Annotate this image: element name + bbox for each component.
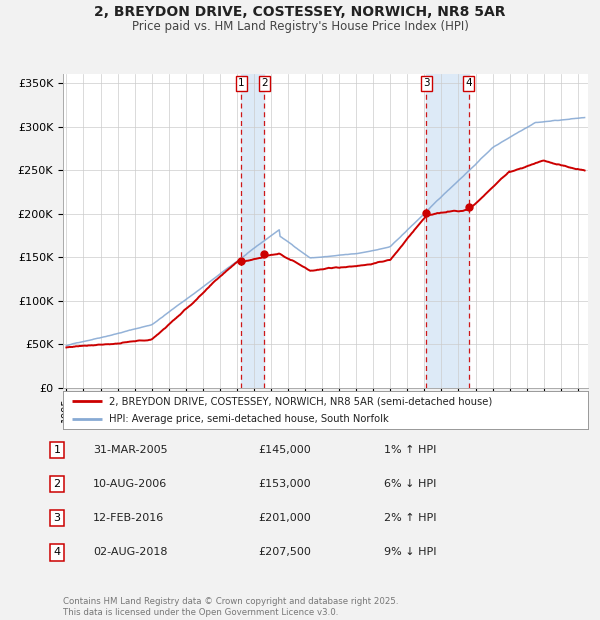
Text: 2% ↑ HPI: 2% ↑ HPI (384, 513, 437, 523)
Text: 2: 2 (261, 79, 268, 89)
Text: £153,000: £153,000 (258, 479, 311, 489)
Text: Price paid vs. HM Land Registry's House Price Index (HPI): Price paid vs. HM Land Registry's House … (131, 20, 469, 33)
Text: 4: 4 (465, 79, 472, 89)
Text: 12-FEB-2016: 12-FEB-2016 (93, 513, 164, 523)
Text: 2: 2 (53, 479, 61, 489)
Text: £201,000: £201,000 (258, 513, 311, 523)
Text: 2, BREYDON DRIVE, COSTESSEY, NORWICH, NR8 5AR (semi-detached house): 2, BREYDON DRIVE, COSTESSEY, NORWICH, NR… (109, 396, 493, 406)
Text: 2, BREYDON DRIVE, COSTESSEY, NORWICH, NR8 5AR: 2, BREYDON DRIVE, COSTESSEY, NORWICH, NR… (94, 5, 506, 19)
Text: HPI: Average price, semi-detached house, South Norfolk: HPI: Average price, semi-detached house,… (109, 414, 389, 424)
Text: 02-AUG-2018: 02-AUG-2018 (93, 547, 167, 557)
Bar (427, 74, 469, 388)
Text: 9% ↓ HPI: 9% ↓ HPI (384, 547, 437, 557)
Text: 3: 3 (423, 79, 430, 89)
Text: 3: 3 (53, 513, 61, 523)
Text: 6% ↓ HPI: 6% ↓ HPI (384, 479, 436, 489)
Text: Contains HM Land Registry data © Crown copyright and database right 2025.
This d: Contains HM Land Registry data © Crown c… (63, 598, 398, 617)
Bar (241, 74, 265, 388)
Text: £207,500: £207,500 (258, 547, 311, 557)
Text: £145,000: £145,000 (258, 445, 311, 455)
Text: 1% ↑ HPI: 1% ↑ HPI (384, 445, 436, 455)
Text: 1: 1 (53, 445, 61, 455)
Text: 10-AUG-2006: 10-AUG-2006 (93, 479, 167, 489)
Text: 1: 1 (238, 79, 244, 89)
Text: 4: 4 (53, 547, 61, 557)
Text: 31-MAR-2005: 31-MAR-2005 (93, 445, 167, 455)
